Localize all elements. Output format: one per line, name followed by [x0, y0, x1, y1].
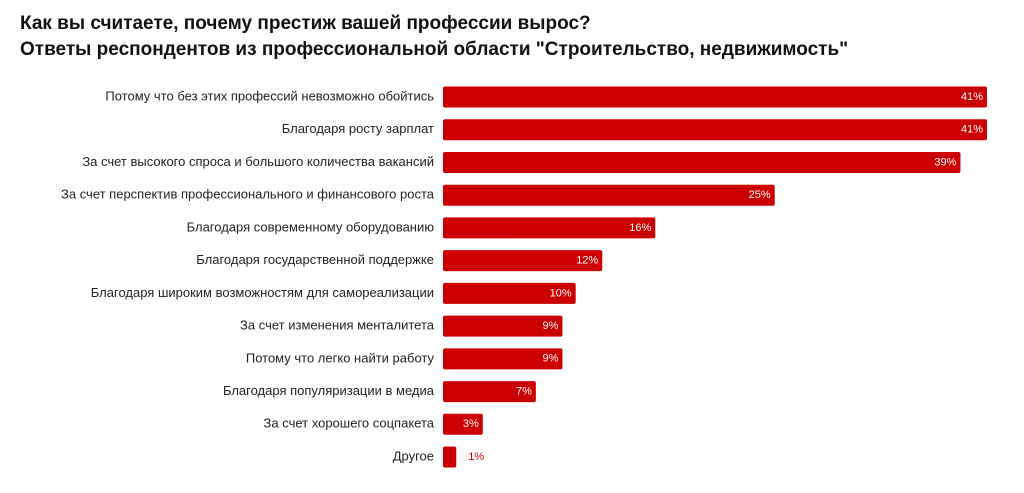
bar [443, 413, 483, 435]
bar [443, 119, 987, 141]
value-label: 9% [543, 320, 559, 332]
category-label: Благодаря росту зарплат [282, 121, 434, 136]
bar [443, 381, 536, 403]
category-label: Потому что без этих профессий невозможно… [105, 88, 434, 103]
value-label: 7% [516, 385, 532, 397]
chart-title: Как вы считаете, почему престиж вашей пр… [20, 13, 591, 34]
category-label: Другое [393, 448, 434, 463]
chart-subtitle: Ответы респондентов из профессиональной … [20, 39, 849, 60]
category-label: За счет перспектив профессионального и ф… [61, 187, 435, 202]
bar [443, 446, 457, 468]
value-label: 12% [576, 255, 598, 267]
value-label: 9% [543, 353, 559, 365]
value-label: 10% [550, 287, 572, 299]
bar [443, 217, 656, 239]
category-label: За счет изменения менталитета [240, 318, 435, 333]
category-label: Благодаря современному оборудованию [187, 219, 435, 234]
value-label: 16% [629, 222, 651, 234]
category-label: Благодаря широким возможностям для самор… [91, 285, 434, 300]
bar [443, 86, 987, 108]
value-label: 25% [749, 189, 771, 201]
value-label: 41% [961, 124, 983, 136]
category-label: За счет хорошего соцпакета [264, 416, 435, 431]
bar [443, 250, 603, 272]
category-label: Благодаря популяризации в медиа [223, 383, 435, 398]
value-label: 1% [468, 451, 484, 463]
value-label: 39% [934, 156, 956, 168]
category-label: Потому что легко найти работу [246, 350, 435, 365]
value-label: 41% [961, 91, 983, 103]
bar [443, 282, 576, 304]
bar [443, 315, 563, 337]
value-label: 3% [463, 418, 479, 430]
bar [443, 184, 775, 206]
bar [443, 348, 563, 370]
bar [443, 151, 961, 173]
category-label: За счет высокого спроса и большого колич… [82, 154, 434, 169]
category-label: Благодаря государственной поддержке [196, 252, 434, 267]
